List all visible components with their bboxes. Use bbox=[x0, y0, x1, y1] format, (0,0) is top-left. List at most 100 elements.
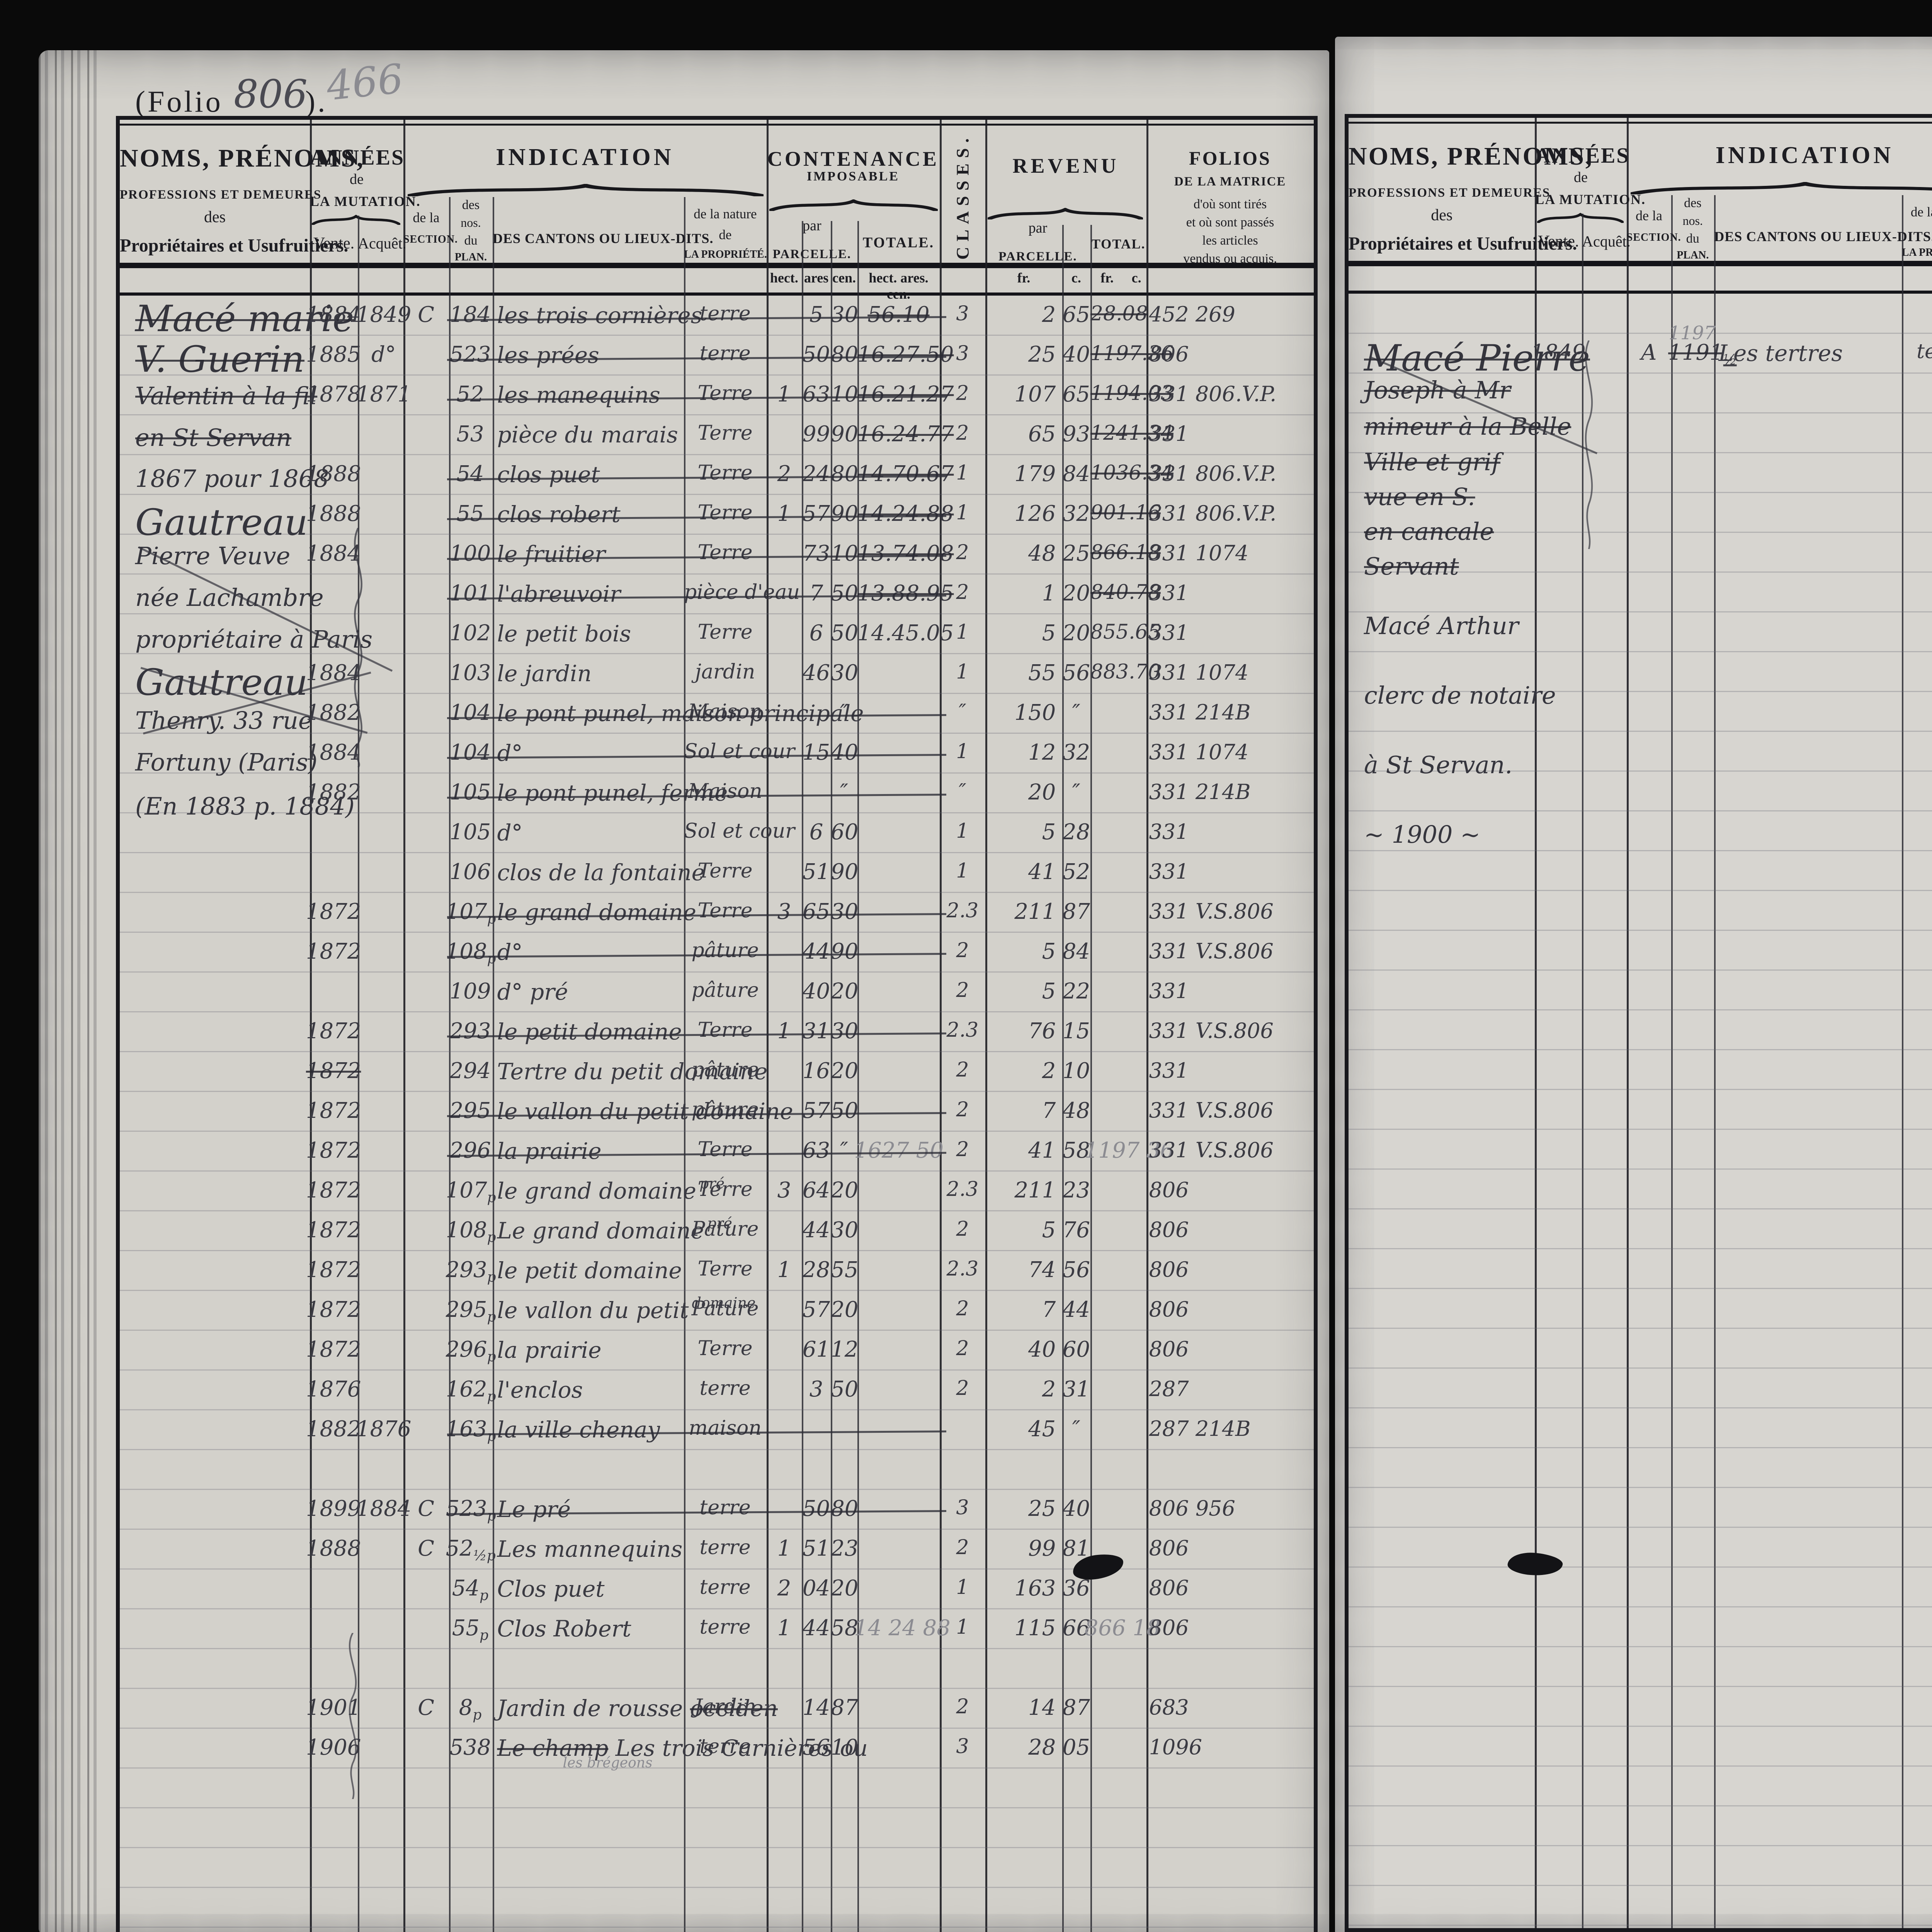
register-table: NOMS, PRÉNOMS, PROFESSIONS ET DEMEURES d… bbox=[1345, 114, 1932, 1932]
cell-cc: 30 bbox=[831, 660, 859, 685]
cell-y1: 1882 bbox=[306, 1417, 361, 1442]
cell-cl: 2.3 bbox=[946, 1019, 979, 1042]
col-header-nature2: de bbox=[719, 227, 732, 242]
brace-squiggle bbox=[354, 528, 362, 767]
cell-rc: ″ bbox=[1072, 700, 1080, 725]
cell-cc: 90 bbox=[831, 939, 859, 964]
cell-cl: 2 bbox=[956, 382, 969, 405]
cell-totp: 1627 50 bbox=[854, 1138, 944, 1163]
cell-fol: 806 bbox=[1149, 1257, 1189, 1282]
cell-y1: 1882 bbox=[306, 700, 361, 725]
cell-rt: 1197.36 bbox=[1090, 342, 1173, 365]
table-row: 1872 107p le grand domaine Terre 3 65 30 2.3 211… bbox=[120, 893, 1314, 933]
cell-lieu: le fruitier bbox=[497, 541, 605, 567]
cell-tot: 16.27.50 bbox=[857, 342, 954, 367]
cell-fol: 331 bbox=[1149, 1058, 1189, 1083]
col-header-plan-des: des bbox=[462, 198, 480, 212]
cell-cl: 1 bbox=[956, 1616, 969, 1639]
cell-fol: 331 V.S.806 bbox=[1149, 899, 1274, 923]
cell-nat: Maison bbox=[688, 700, 762, 723]
cell-nat: terre bbox=[699, 1616, 751, 1639]
owner-name: Valentin à la fil bbox=[135, 382, 318, 410]
cell-fol: 331 V.S.806 bbox=[1149, 939, 1274, 963]
cell-sec: C bbox=[418, 1496, 434, 1521]
owner-name: 1867 pour 1868 bbox=[135, 464, 329, 493]
cell-cl: 1 bbox=[956, 859, 969, 883]
column-divider bbox=[802, 221, 803, 1932]
cell-tot: 16.24.77 bbox=[857, 422, 954, 447]
cell-lieu: le jardin bbox=[497, 660, 592, 687]
col-header-professions: PROFESSIONS ET DEMEURES bbox=[1349, 186, 1551, 200]
cell-cl: 2 bbox=[956, 1337, 969, 1360]
cell-fol: 287 bbox=[1149, 1377, 1189, 1401]
cell-rc: 44 bbox=[1062, 1297, 1090, 1322]
unit-c: c. bbox=[1131, 270, 1141, 286]
cell-rc: 81 bbox=[1062, 1536, 1090, 1561]
names-layer: Macé marie V. Guerin Valentin à la fil en S… bbox=[120, 296, 1314, 1932]
col-header-annees: ANNÉES bbox=[1535, 144, 1630, 168]
cell-rc: 87 bbox=[1062, 899, 1090, 924]
cell-cc: 50 bbox=[831, 1098, 859, 1123]
col-header-plan-nos: nos. bbox=[1682, 214, 1703, 228]
cell-fol: 331 bbox=[1149, 422, 1189, 446]
owner-name: Pierre Veuve bbox=[135, 542, 291, 570]
cell-nat: pièce d'eau bbox=[684, 581, 800, 604]
cell-y2: 1876 bbox=[356, 1417, 412, 1442]
cell-rf: 107 bbox=[1014, 382, 1056, 407]
cell-ch: 2 bbox=[777, 1576, 791, 1601]
cell-fol: 331 bbox=[1149, 979, 1189, 1003]
cell-lieu: d° bbox=[497, 939, 523, 965]
cell-ch: 1 bbox=[777, 382, 791, 407]
cell-nat: Terre bbox=[697, 1257, 753, 1281]
page-stack-edge bbox=[39, 50, 97, 1932]
cell-ca: 5 bbox=[809, 302, 823, 327]
owner-name: Thenry. 33 rue bbox=[135, 706, 313, 735]
cell-rc: 10 bbox=[1062, 1058, 1090, 1083]
cell-lieu: Jardin de rousse occiden bbox=[497, 1695, 778, 1721]
cell-lieu: Les tertres bbox=[1718, 340, 1843, 366]
cell-plan: 163p bbox=[446, 1417, 496, 1445]
col-header-indication: INDICATION bbox=[496, 144, 674, 170]
cell-plan: 101 bbox=[449, 581, 491, 606]
cell-lieu: pièce du marais bbox=[497, 422, 678, 448]
owner-name: clerc de notaire bbox=[1364, 681, 1556, 709]
cell-cl: 2 bbox=[956, 581, 969, 604]
col-header-mutation: LA MUTATION. bbox=[310, 194, 421, 209]
cell-rf: 99 bbox=[1028, 1536, 1056, 1561]
cell-plan: 108p bbox=[446, 939, 496, 967]
cell-ch: 3 bbox=[777, 1178, 791, 1203]
cell-y1: 1872 bbox=[306, 1337, 361, 1362]
cell-rf: 55 bbox=[1028, 660, 1056, 685]
cell-plan: 296 bbox=[449, 1138, 491, 1163]
cell-ca: 14 bbox=[802, 1695, 830, 1720]
table-rows: Macé marie V. Guerin Valentin à la fil en S… bbox=[120, 296, 1314, 1932]
cell-rt: 28.08 bbox=[1090, 302, 1148, 325]
cell-y1: 1872 bbox=[306, 1019, 361, 1044]
units-rule bbox=[120, 293, 1314, 296]
cell-rc: 58 bbox=[1062, 1138, 1090, 1163]
column-divider bbox=[1535, 118, 1537, 1928]
column-divider bbox=[1626, 118, 1629, 1928]
cell-y1: 1878 bbox=[306, 382, 361, 407]
cell-rf: 25 bbox=[1028, 342, 1056, 367]
cell-nat: Maison bbox=[688, 780, 762, 803]
column-divider bbox=[493, 197, 494, 1932]
cell-ca: 65 bbox=[802, 899, 830, 924]
column-divider bbox=[985, 120, 987, 1932]
cell-rf: 163 bbox=[1014, 1576, 1056, 1601]
cell-lieu: Les mannequins bbox=[497, 1536, 683, 1562]
cell-nat: pâture bbox=[691, 979, 759, 1002]
unit-c: c. bbox=[1071, 270, 1081, 286]
cell-y1: 1901 bbox=[306, 1695, 361, 1720]
cell-ca: 57 bbox=[802, 1098, 830, 1123]
cell-rf: 2 bbox=[1042, 1058, 1056, 1083]
col-header-nature1: de la nature bbox=[694, 206, 757, 221]
cell-tot: 16.21.27 bbox=[857, 382, 954, 407]
col-header-folios4: et où sont passés bbox=[1186, 215, 1274, 230]
cell-nat: Terre bbox=[697, 899, 753, 922]
cell-rc: 28 bbox=[1062, 820, 1090, 845]
table-row: 1882 104 le pont punel, maison principale M… bbox=[120, 694, 1314, 734]
cell-rc: ″ bbox=[1072, 780, 1080, 805]
cell-plan: 184 bbox=[449, 302, 491, 327]
cell-rf: 179 bbox=[1014, 461, 1056, 486]
